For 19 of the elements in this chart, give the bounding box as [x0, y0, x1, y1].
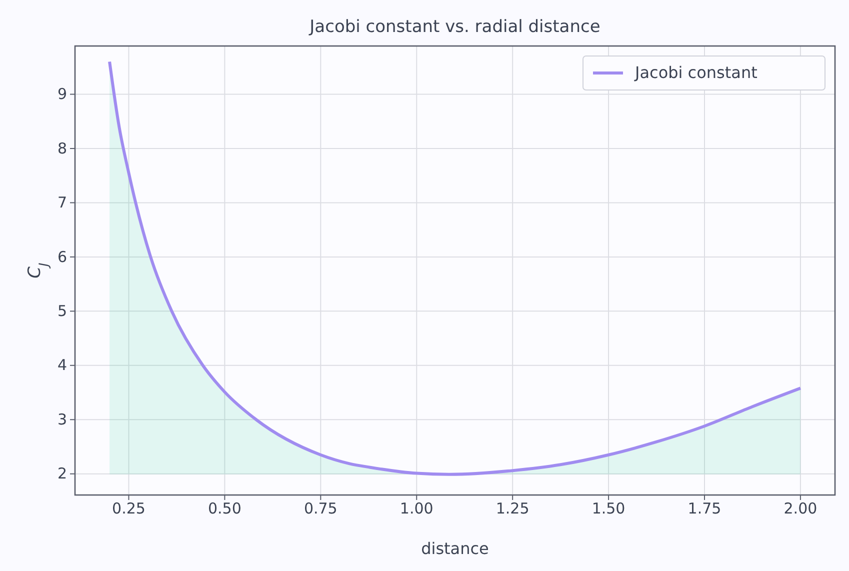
y-tick-label: 4	[57, 356, 67, 374]
x-tick-label: 0.75	[304, 500, 338, 518]
chart-title: Jacobi constant vs. radial distance	[308, 17, 600, 37]
y-tick-label: 5	[57, 302, 67, 320]
legend-label: Jacobi constant	[634, 63, 758, 82]
x-axis-title: distance	[421, 539, 489, 558]
x-tick-label: 2.00	[784, 500, 818, 518]
y-tick-label: 6	[57, 248, 67, 266]
x-tick-label: 1.75	[688, 500, 722, 518]
y-tick-label: 8	[57, 139, 67, 158]
x-tick-label: 1.25	[496, 500, 530, 518]
y-tick-label: 7	[57, 194, 67, 212]
x-tick-label: 1.00	[400, 500, 434, 518]
y-tick-label: 3	[57, 410, 67, 428]
y-tick-label: 9	[57, 85, 67, 104]
x-tick-label: 0.50	[208, 500, 242, 518]
x-tick-label: 1.50	[592, 500, 626, 518]
y-tick-label: 2	[57, 464, 67, 483]
x-tick-label: 0.25	[112, 500, 146, 518]
